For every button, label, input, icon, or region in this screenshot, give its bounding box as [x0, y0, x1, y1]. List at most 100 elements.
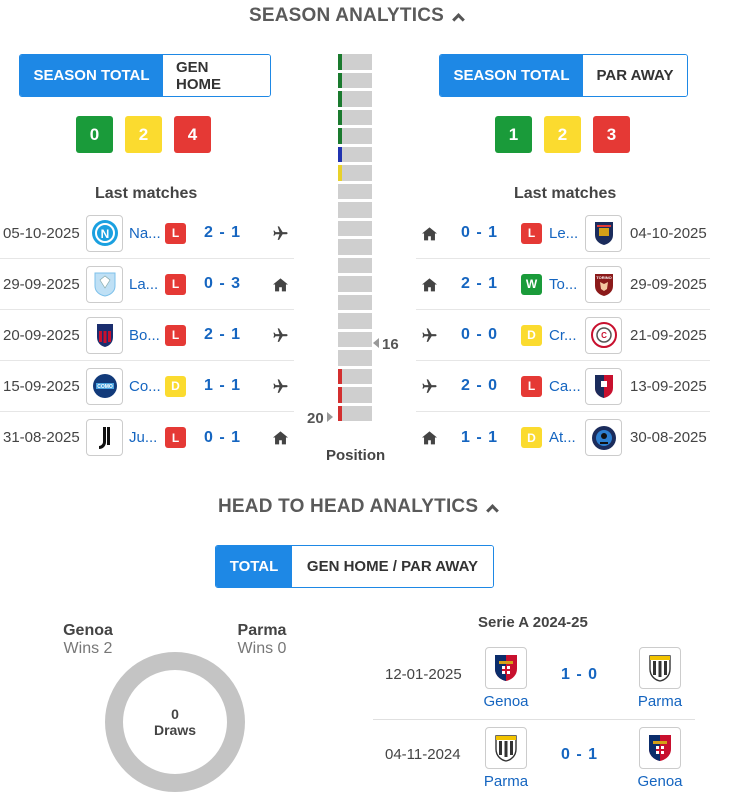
table-row[interactable]: 2 - 0 L Ca... 13-09-2025 [416, 361, 710, 412]
match-score: 2 - 0 [461, 377, 499, 394]
opponent-name[interactable]: Ju... [129, 429, 158, 446]
position-bar [338, 54, 372, 424]
match-date: 29-09-2025 [3, 275, 80, 293]
opponent-name[interactable]: La... [129, 275, 159, 293]
tab-h2h-gen-home-par-away[interactable]: GEN HOME / PAR AWAY [292, 546, 493, 587]
como-logo: COMO [86, 367, 123, 405]
result-badge: D [165, 375, 186, 397]
table-row[interactable]: 20-09-2025 Bo... L 2 - 1 [0, 310, 294, 361]
position-cell [338, 405, 372, 421]
lecce-logo [585, 214, 622, 252]
h2h-divider [373, 719, 695, 720]
position-marker [338, 91, 342, 107]
opponent-name[interactable]: To... [549, 275, 578, 293]
genoa-position-value: 20 [307, 410, 324, 427]
table-row[interactable]: 2 - 1 W To... TORINO 29-09-2025 [416, 259, 710, 310]
home-icon [269, 275, 291, 293]
h2h-away-team-name: Genoa [637, 773, 683, 790]
triangle-left-icon [373, 338, 379, 348]
opponent-name[interactable]: Le... [549, 224, 579, 242]
h2h-match-date: 12-01-2025 [385, 666, 462, 683]
svg-text:N: N [100, 227, 109, 241]
position-marker [338, 72, 342, 88]
table-row[interactable]: 05-10-2025 N Na... L 2 - 1 [0, 208, 294, 259]
h2h-away-wins: Wins 0 [237, 640, 287, 657]
h2h-draws-label: Draws [153, 722, 197, 738]
home-losses-badge: 4 [174, 116, 211, 153]
position-cell [338, 257, 372, 273]
match-score: 1 - 1 [461, 428, 499, 446]
home-matches-list: 05-10-2025 N Na... L 2 - 1 29-09-2025 La... L 0 … [0, 208, 294, 463]
plane-icon [269, 377, 291, 395]
table-row[interactable]: 1 - 1 D At... 30-08-2025 [416, 412, 710, 463]
position-cell [338, 202, 372, 218]
position-marker [338, 54, 342, 70]
cremonese-logo: C [585, 316, 622, 354]
away-record: 1 2 3 [495, 116, 630, 153]
match-date: 21-09-2025 [630, 326, 707, 344]
table-row[interactable]: 0 - 1 L Le... 04-10-2025 [416, 208, 710, 259]
position-cell [338, 294, 372, 310]
result-badge: L [165, 273, 186, 295]
h2h-analytics-label: HEAD TO HEAD ANALYTICS [218, 496, 479, 517]
home-draws-badge: 2 [125, 116, 162, 153]
h2h-home-team[interactable]: Genoa [476, 647, 536, 710]
season-analytics-title[interactable]: SEASON ANALYTICS [249, 5, 465, 27]
match-date: 04-10-2025 [630, 224, 707, 242]
result-badge: L [165, 222, 186, 244]
tab-par-away[interactable]: PAR AWAY [583, 55, 687, 96]
tab-season-total-home[interactable]: SEASON TOTAL [20, 55, 163, 96]
position-cell [338, 109, 372, 125]
h2h-match-score: 1 - 0 [561, 666, 599, 683]
result-badge: L [165, 324, 186, 346]
table-row[interactable]: 29-09-2025 La... L 0 - 3 [0, 259, 294, 310]
result-badge: L [521, 375, 542, 397]
h2h-analytics-title[interactable]: HEAD TO HEAD ANALYTICS [218, 496, 500, 518]
match-score: 0 - 3 [204, 275, 242, 292]
position-marker [338, 387, 342, 403]
parma-logo [639, 647, 681, 689]
match-date: 30-08-2025 [630, 429, 707, 446]
opponent-name[interactable]: At... [549, 429, 576, 446]
juventus-logo [86, 419, 123, 456]
position-axis-label: Position [326, 447, 386, 464]
h2h-match-row[interactable]: 12-01-2025 Genoa 1 - 0 Parma [373, 640, 695, 718]
match-date: 31-08-2025 [3, 429, 80, 446]
position-cell [338, 72, 372, 88]
away-matches-list: 0 - 1 L Le... 04-10-2025 2 - 1 W To... TORINO 29… [416, 208, 710, 463]
h2h-away-team[interactable]: Genoa [630, 727, 690, 790]
table-row[interactable]: 31-08-2025 Ju... L 0 - 1 [0, 412, 294, 463]
table-row[interactable]: 15-09-2025 COMO Co... D 1 - 1 [0, 361, 294, 412]
h2h-away-team[interactable]: Parma [630, 647, 690, 710]
home-last-matches-title: Last matches [95, 185, 198, 202]
position-cell [338, 54, 372, 70]
opponent-name[interactable]: Co... [129, 377, 161, 395]
h2h-home-team-name: Genoa [483, 693, 529, 710]
opponent-name[interactable]: Ca... [549, 377, 581, 395]
atalanta-logo [585, 419, 622, 456]
tab-h2h-total[interactable]: TOTAL [216, 546, 292, 587]
h2h-away-team: Parma Wins 0 [232, 622, 292, 658]
chevron-up-icon [452, 12, 465, 26]
opponent-name[interactable]: Bo... [129, 326, 160, 344]
h2h-tabs: TOTAL GEN HOME / PAR AWAY [215, 545, 494, 588]
position-marker [338, 109, 342, 125]
triangle-right-icon [326, 412, 333, 422]
tab-season-total-away[interactable]: SEASON TOTAL [440, 55, 583, 96]
position-cell [338, 91, 372, 107]
h2h-home-team[interactable]: Parma [476, 727, 536, 790]
position-marker [338, 405, 342, 421]
h2h-competition-title: Serie A 2024-25 [478, 614, 588, 631]
opponent-name[interactable]: Cr... [549, 326, 577, 344]
position-marker [338, 165, 342, 181]
parma-position-label: 16 [373, 336, 399, 353]
opponent-name[interactable]: Na... [129, 224, 161, 242]
match-score: 2 - 1 [204, 326, 242, 343]
season-analytics-label: SEASON ANALYTICS [249, 5, 444, 26]
table-row[interactable]: 0 - 0 D Cr... C 21-09-2025 [416, 310, 710, 361]
position-cell [338, 128, 372, 144]
away-losses-badge: 3 [593, 116, 630, 153]
tab-gen-home[interactable]: GEN HOME [163, 55, 270, 96]
match-date: 15-09-2025 [3, 377, 80, 395]
h2h-match-row[interactable]: 04-11-2024 Parma 0 - 1 Genoa [373, 720, 695, 798]
